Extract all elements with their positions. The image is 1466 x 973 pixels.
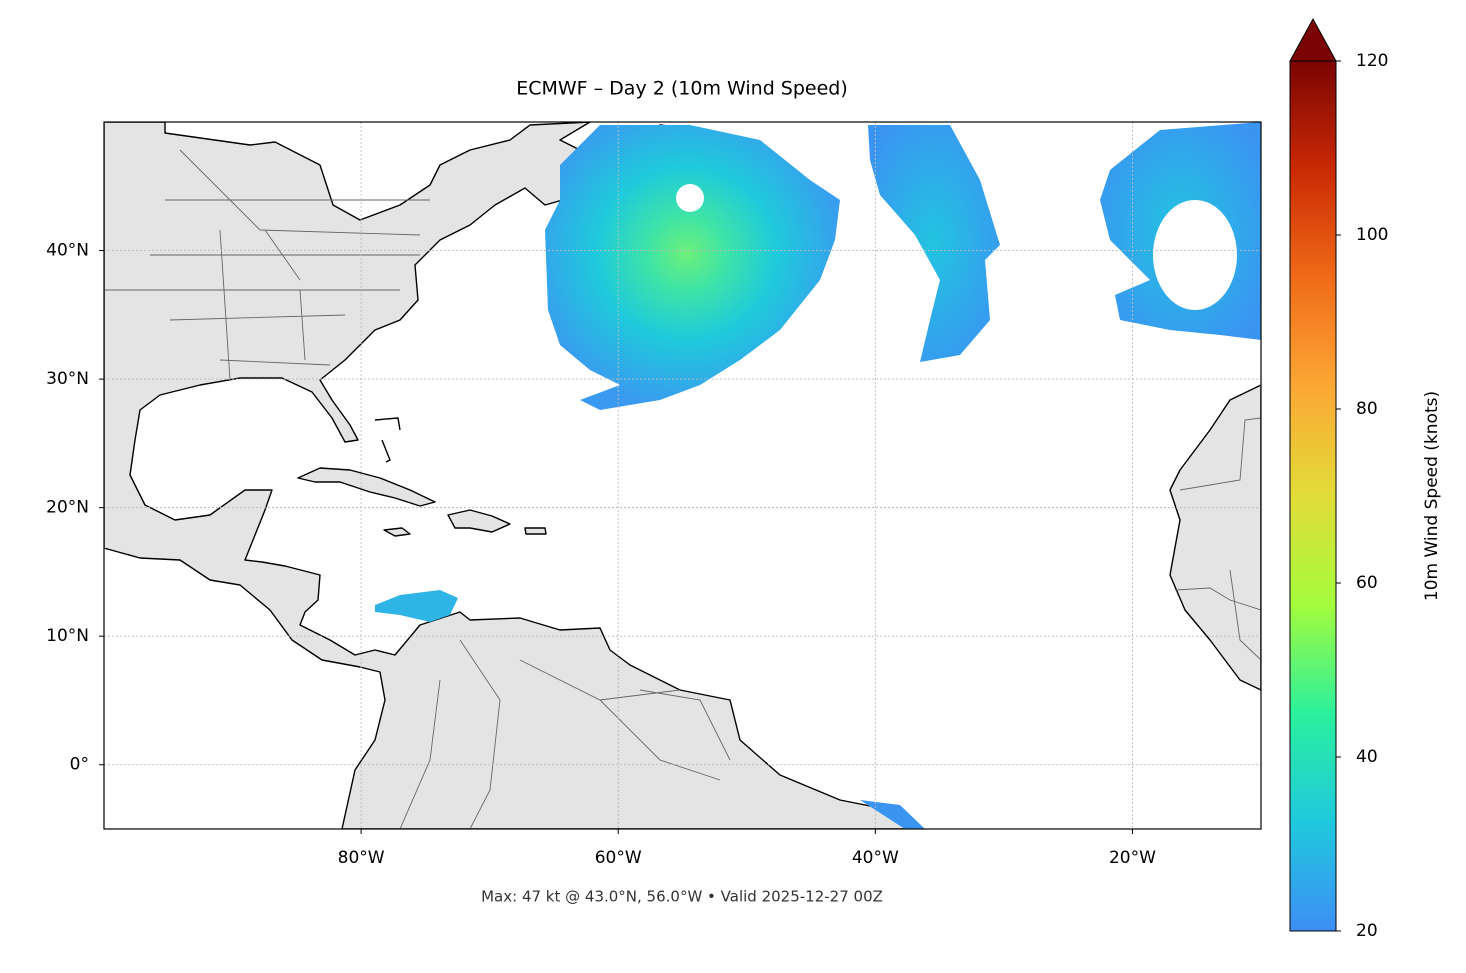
- wind-area: [860, 800, 925, 829]
- puerto-rico: [524, 527, 547, 535]
- map-frame: [103, 121, 1262, 830]
- map-area: [104, 122, 1261, 829]
- x-tick-label: 60°W: [595, 848, 642, 868]
- colorbar-tick-label: 60: [1356, 573, 1378, 593]
- colorbar-extension: [1289, 17, 1337, 62]
- y-tick-label: 20°N: [46, 498, 89, 518]
- calm-area: [1153, 200, 1237, 310]
- y-tick-label: 10°N: [46, 626, 89, 646]
- americas: [104, 122, 921, 829]
- borders: [104, 149, 1261, 829]
- wind-area: [545, 125, 840, 410]
- y-tick-label: 30°N: [46, 369, 89, 389]
- colorbar-tick-label: 80: [1356, 399, 1378, 419]
- map-title: ECMWF – Day 2 (10m Wind Speed): [516, 78, 848, 100]
- wind-area: [375, 590, 458, 622]
- graticule: [104, 122, 1261, 829]
- jamaica: [383, 527, 411, 537]
- hispaniola: [447, 509, 511, 533]
- wind-area: [868, 125, 1000, 362]
- bahamas: [374, 417, 401, 463]
- colorbar-tick-label: 40: [1356, 747, 1378, 767]
- x-tick-label: 20°W: [1109, 848, 1156, 868]
- y-tick-label: 0°: [70, 755, 89, 775]
- colorbar-tick-label: 100: [1356, 225, 1388, 245]
- x-tick-label: 80°W: [338, 848, 385, 868]
- y-tick-label: 40°N: [46, 241, 89, 261]
- colorbar-tick-label: 120: [1356, 51, 1388, 71]
- colorbar-label: 10m Wind Speed (knots): [1422, 391, 1442, 601]
- africa: [1169, 384, 1261, 691]
- wind-field: [375, 122, 1261, 829]
- eye: [676, 184, 704, 212]
- colorbar-tick-label: 20: [1356, 921, 1378, 941]
- colorbar: [1289, 60, 1337, 932]
- cuba: [297, 467, 436, 507]
- footnote: Max: 47 kt @ 43.0°N, 56.0°W • Valid 2025…: [481, 888, 883, 906]
- x-tick-label: 40°W: [852, 848, 899, 868]
